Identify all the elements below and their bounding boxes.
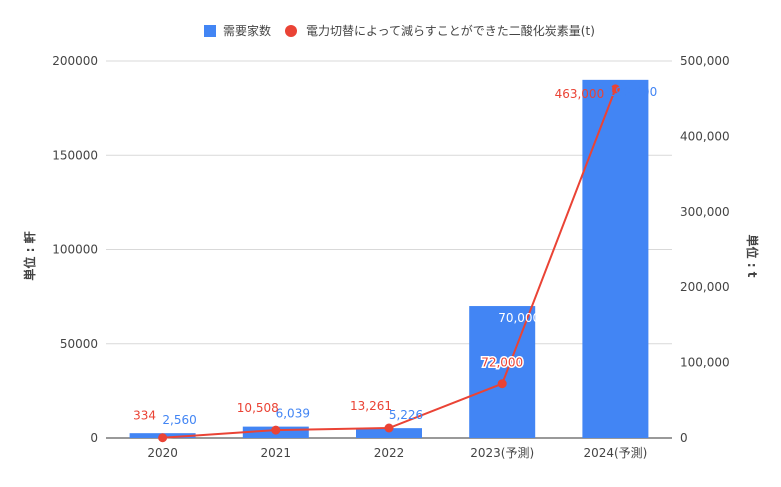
right-axis-tick-label: 200,000 [680,280,730,294]
line-point [497,379,507,389]
legend-swatch-co2 [285,25,297,37]
left-axis-tick-label: 100000 [52,243,98,257]
co2-line [162,88,617,439]
right-axis-tick-label: 400,000 [680,129,730,143]
x-axis: 2020 2021 2022 2023(予測) 2024(予測) [147,446,647,460]
right-axis: 0 100,000 200,000 300,000 400,000 500,000 [680,54,730,445]
line-data-label: 13,261 [350,399,392,413]
left-axis: 0 50000 100000 150000 200000 [52,54,98,445]
x-axis-tick-label: 2020 [147,446,178,460]
bar-series [129,79,649,438]
bar [582,79,649,438]
right-axis-tick-label: 500,000 [680,54,730,68]
bar-data-label: 2,560 [162,413,196,427]
left-axis-title: 単位 : 軒 [22,231,37,280]
data-labels: 2,560 6,039 5,226 70,000 190,000 334 10,508 13,… [133,85,657,427]
line-data-label: 463,000 [555,87,605,101]
x-axis-tick-label: 2022 [374,446,405,460]
bar [356,428,422,438]
left-axis-tick-label: 50000 [60,337,98,351]
line-series [158,84,620,443]
legend-swatch-demand-count [204,25,216,37]
line-point [158,433,168,443]
left-axis-tick-label: 150000 [52,148,98,162]
line-data-label: 334 [133,409,156,423]
right-axis-tick-label: 100,000 [680,356,730,370]
right-axis-tick-label: 300,000 [680,205,730,219]
bar-data-label: 70,000 [498,311,540,325]
bar-data-label: 190,000 [608,85,658,99]
line-point [610,84,620,94]
right-axis-title: 単位 : t [745,235,760,278]
bar-data-label: 5,226 [389,408,423,422]
legend-label-demand-count: 需要家数 [223,23,271,38]
x-axis-tick-label: 2021 [261,446,292,460]
line-data-label: 10,508 [237,401,279,415]
legend-label-co2: 電力切替によって減らすことができた二酸化炭素量(t) [306,23,595,38]
bar-data-label: 6,039 [276,407,310,421]
x-axis-tick-label: 2024(予測) [583,446,647,460]
line-data-label: 72,000 [481,356,523,370]
left-axis-tick-label: 200000 [52,54,98,68]
x-axis-tick-label: 2023(予測) [470,446,534,460]
right-axis-tick-label: 0 [680,431,688,445]
line-point [271,425,281,435]
left-axis-tick-label: 0 [90,431,98,445]
legend: 需要家数 電力切替によって減らすことができた二酸化炭素量(t) [204,23,595,38]
line-point [384,423,394,433]
